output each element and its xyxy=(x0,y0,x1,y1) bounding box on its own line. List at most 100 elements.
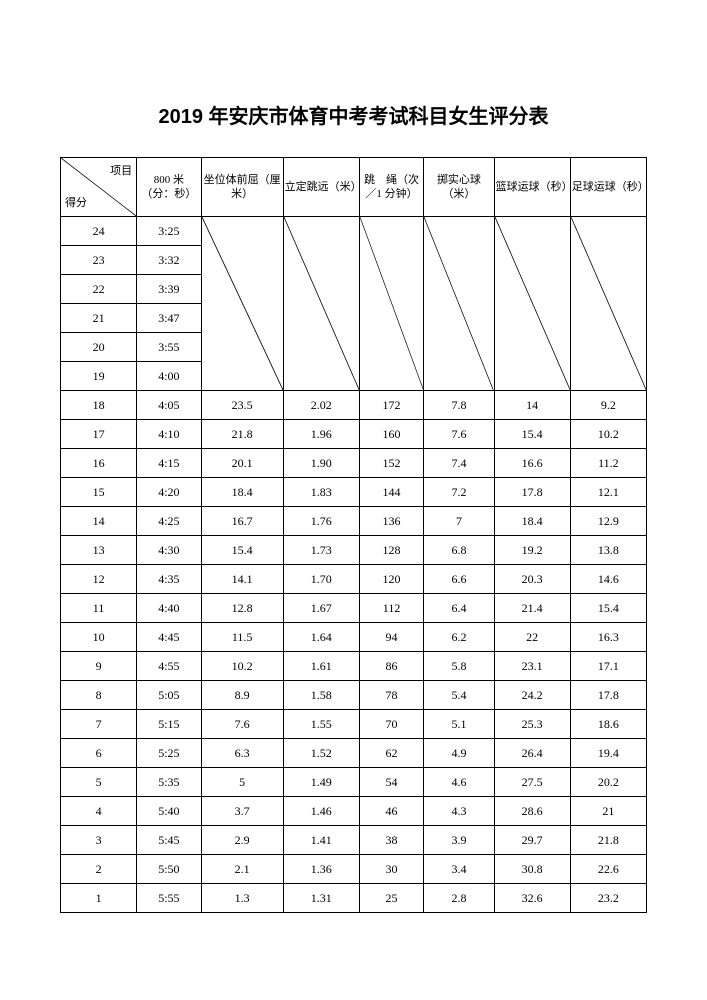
cell-sitreach: 2.1 xyxy=(201,855,283,884)
cell-800m: 3:47 xyxy=(137,304,201,333)
cell-score: 5 xyxy=(61,768,137,797)
cell-football: 20.2 xyxy=(570,768,646,797)
table-row: 45:403.71.46464.328.621 xyxy=(61,797,647,826)
table-row: 75:157.61.55705.125.318.6 xyxy=(61,710,647,739)
cell-football: 23.2 xyxy=(570,884,646,913)
cell-longjump: 1.83 xyxy=(283,478,359,507)
cell-football: 10.2 xyxy=(570,420,646,449)
cell-longjump: 1.46 xyxy=(283,797,359,826)
cell-football: 21 xyxy=(570,797,646,826)
header-col-medball: 掷实心球（米） xyxy=(424,158,494,217)
cell-football: 14.6 xyxy=(570,565,646,594)
cell-800m: 3:39 xyxy=(137,275,201,304)
cell-basketball: 29.7 xyxy=(494,826,570,855)
cell-football: 22.6 xyxy=(570,855,646,884)
cell-800m: 4:00 xyxy=(137,362,201,391)
cell-score: 15 xyxy=(61,478,137,507)
table-row: 164:1520.11.901527.416.611.2 xyxy=(61,449,647,478)
cell-score: 6 xyxy=(61,739,137,768)
cell-jumprope: 152 xyxy=(359,449,423,478)
cell-football: 12.9 xyxy=(570,507,646,536)
cell-longjump: 1.49 xyxy=(283,768,359,797)
header-col-longjump: 立定跳远（米） xyxy=(283,158,359,217)
cell-score: 11 xyxy=(61,594,137,623)
table-row: 154:2018.41.831447.217.812.1 xyxy=(61,478,647,507)
cell-sitreach: 15.4 xyxy=(201,536,283,565)
table-row: 15:551.31.31252.832.623.2 xyxy=(61,884,647,913)
cell-longjump: 1.52 xyxy=(283,739,359,768)
cell-jumprope: 144 xyxy=(359,478,423,507)
cell-basketball: 28.6 xyxy=(494,797,570,826)
cell-sitreach: 8.9 xyxy=(201,681,283,710)
cell-basketball: 32.6 xyxy=(494,884,570,913)
cell-basketball: 30.8 xyxy=(494,855,570,884)
empty-diag-cell xyxy=(424,217,494,391)
cell-score: 17 xyxy=(61,420,137,449)
cell-800m: 4:20 xyxy=(137,478,201,507)
cell-sitreach: 5 xyxy=(201,768,283,797)
cell-jumprope: 46 xyxy=(359,797,423,826)
cell-sitreach: 23.5 xyxy=(201,391,283,420)
cell-sitreach: 18.4 xyxy=(201,478,283,507)
cell-football: 12.1 xyxy=(570,478,646,507)
cell-800m: 5:45 xyxy=(137,826,201,855)
cell-medball: 2.8 xyxy=(424,884,494,913)
cell-football: 11.2 xyxy=(570,449,646,478)
cell-score: 13 xyxy=(61,536,137,565)
cell-basketball: 23.1 xyxy=(494,652,570,681)
table-row: 65:256.31.52624.926.419.4 xyxy=(61,739,647,768)
cell-longjump: 1.90 xyxy=(283,449,359,478)
page: 2019 年安庆市体育中考考试科目女生评分表 项目 得分 800 米（分：秒） … xyxy=(0,0,707,973)
cell-medball: 3.4 xyxy=(424,855,494,884)
cell-800m: 5:40 xyxy=(137,797,201,826)
header-col-basketball: 篮球运球（秒） xyxy=(494,158,570,217)
cell-jumprope: 25 xyxy=(359,884,423,913)
cell-800m: 3:25 xyxy=(137,217,201,246)
empty-diag-cell xyxy=(283,217,359,391)
cell-score: 21 xyxy=(61,304,137,333)
cell-longjump: 1.96 xyxy=(283,420,359,449)
empty-diag-cell xyxy=(359,217,423,391)
header-diag-top: 项目 xyxy=(110,164,132,178)
cell-sitreach: 12.8 xyxy=(201,594,283,623)
cell-jumprope: 172 xyxy=(359,391,423,420)
cell-basketball: 17.8 xyxy=(494,478,570,507)
cell-longjump: 1.36 xyxy=(283,855,359,884)
cell-sitreach: 1.3 xyxy=(201,884,283,913)
table-row: 243:25 xyxy=(61,217,647,246)
empty-diag-cell xyxy=(494,217,570,391)
cell-medball: 5.4 xyxy=(424,681,494,710)
cell-football: 17.1 xyxy=(570,652,646,681)
table-row: 25:502.11.36303.430.822.6 xyxy=(61,855,647,884)
cell-medball: 6.8 xyxy=(424,536,494,565)
cell-longjump: 1.64 xyxy=(283,623,359,652)
cell-basketball: 21.4 xyxy=(494,594,570,623)
cell-800m: 5:05 xyxy=(137,681,201,710)
cell-jumprope: 78 xyxy=(359,681,423,710)
cell-jumprope: 54 xyxy=(359,768,423,797)
cell-medball: 7.4 xyxy=(424,449,494,478)
cell-800m: 4:30 xyxy=(137,536,201,565)
cell-medball: 6.6 xyxy=(424,565,494,594)
cell-medball: 7.6 xyxy=(424,420,494,449)
cell-longjump: 1.58 xyxy=(283,681,359,710)
cell-basketball: 26.4 xyxy=(494,739,570,768)
cell-score: 3 xyxy=(61,826,137,855)
cell-longjump: 1.31 xyxy=(283,884,359,913)
cell-score: 24 xyxy=(61,217,137,246)
empty-diag-cell xyxy=(201,217,283,391)
cell-jumprope: 86 xyxy=(359,652,423,681)
table-row: 35:452.91.41383.929.721.8 xyxy=(61,826,647,855)
table-row: 184:0523.52.021727.8149.2 xyxy=(61,391,647,420)
cell-score: 7 xyxy=(61,710,137,739)
cell-medball: 3.9 xyxy=(424,826,494,855)
cell-medball: 7.2 xyxy=(424,478,494,507)
cell-800m: 4:05 xyxy=(137,391,201,420)
cell-football: 9.2 xyxy=(570,391,646,420)
cell-longjump: 1.67 xyxy=(283,594,359,623)
cell-jumprope: 38 xyxy=(359,826,423,855)
cell-football: 21.8 xyxy=(570,826,646,855)
cell-score: 18 xyxy=(61,391,137,420)
cell-football: 13.8 xyxy=(570,536,646,565)
cell-sitreach: 11.5 xyxy=(201,623,283,652)
